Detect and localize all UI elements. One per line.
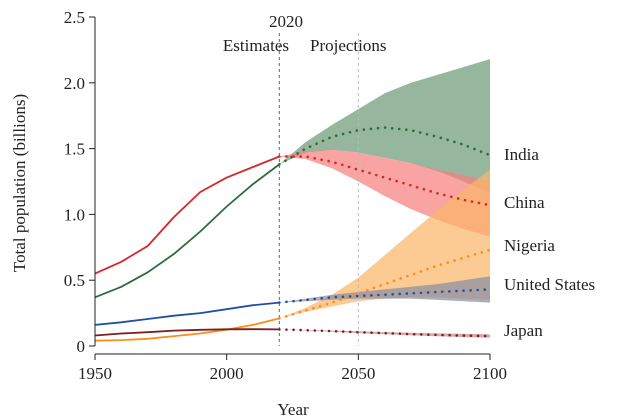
y-tick-label: 2.5 [64,8,85,27]
annotation-2020: 2020 [269,12,303,31]
united-states-projection-band [279,276,490,303]
series-label-china: China [504,193,545,212]
uncertainty-bands [279,59,490,338]
y-tick-label: 0 [77,337,86,356]
india-projection-band [279,59,490,194]
india-projection-line [277,126,492,166]
x-tick-label: 2050 [341,364,375,383]
china-estimate-line [94,155,280,275]
united-states-projection-line [277,288,492,304]
nigeria-projection-band [279,169,490,319]
india-estimate-line [94,163,280,299]
y-tick-label: 1.0 [64,205,85,224]
united-states-estimate-line [94,301,280,326]
series-label-japan: Japan [504,321,543,340]
annotation-estimates: Estimates [223,36,289,55]
x-tick-label: 2000 [210,364,244,383]
series-label-nigeria: Nigeria [504,236,555,255]
x-tick-label: 2100 [473,364,507,383]
nigeria-projection-line [277,248,492,320]
series-labels: India China Nigeria United States Japan [504,145,595,340]
y-tick-label: 2.0 [64,74,85,93]
china-projection-line [277,155,492,207]
annotation-projections: Projections [310,36,387,55]
axes: 0 0.5 1.0 1.5 2.0 2.5 1950 2000 2050 2100 [64,8,507,383]
series-label-india: India [504,145,539,164]
japan-projection-line [277,328,492,338]
x-tick-label: 1950 [78,364,112,383]
y-axis-title: Total population (billions) [10,94,29,272]
nigeria-estimate-line [94,317,280,342]
reference-lines [278,33,359,346]
japan-estimate-line [94,328,280,337]
y-tick-label: 1.5 [64,140,85,159]
x-axis-title: Year [277,400,309,419]
y-tick-label: 0.5 [64,271,85,290]
series-lines [94,126,492,342]
series-label-united-states: United States [504,275,595,294]
